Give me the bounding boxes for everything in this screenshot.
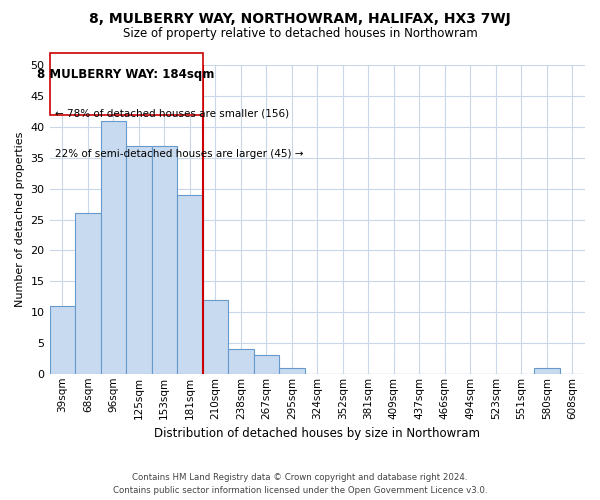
Y-axis label: Number of detached properties: Number of detached properties <box>15 132 25 308</box>
Text: Contains HM Land Registry data © Crown copyright and database right 2024.
Contai: Contains HM Land Registry data © Crown c… <box>113 473 487 495</box>
FancyBboxPatch shape <box>50 53 203 114</box>
Bar <box>203 300 228 374</box>
Text: 8, MULBERRY WAY, NORTHOWRAM, HALIFAX, HX3 7WJ: 8, MULBERRY WAY, NORTHOWRAM, HALIFAX, HX… <box>89 12 511 26</box>
Text: Size of property relative to detached houses in Northowram: Size of property relative to detached ho… <box>122 28 478 40</box>
Bar <box>254 356 279 374</box>
Text: 8 MULBERRY WAY: 184sqm: 8 MULBERRY WAY: 184sqm <box>37 68 215 82</box>
Bar <box>279 368 305 374</box>
Bar <box>126 146 152 374</box>
X-axis label: Distribution of detached houses by size in Northowram: Distribution of detached houses by size … <box>154 427 480 440</box>
Bar <box>152 146 177 374</box>
Bar <box>101 121 126 374</box>
Text: 22% of semi-detached houses are larger (45) →: 22% of semi-detached houses are larger (… <box>55 148 304 158</box>
Bar <box>228 349 254 374</box>
Text: ← 78% of detached houses are smaller (156): ← 78% of detached houses are smaller (15… <box>55 108 289 118</box>
Bar <box>534 368 560 374</box>
Bar <box>50 306 75 374</box>
Bar <box>75 214 101 374</box>
Bar <box>177 195 203 374</box>
